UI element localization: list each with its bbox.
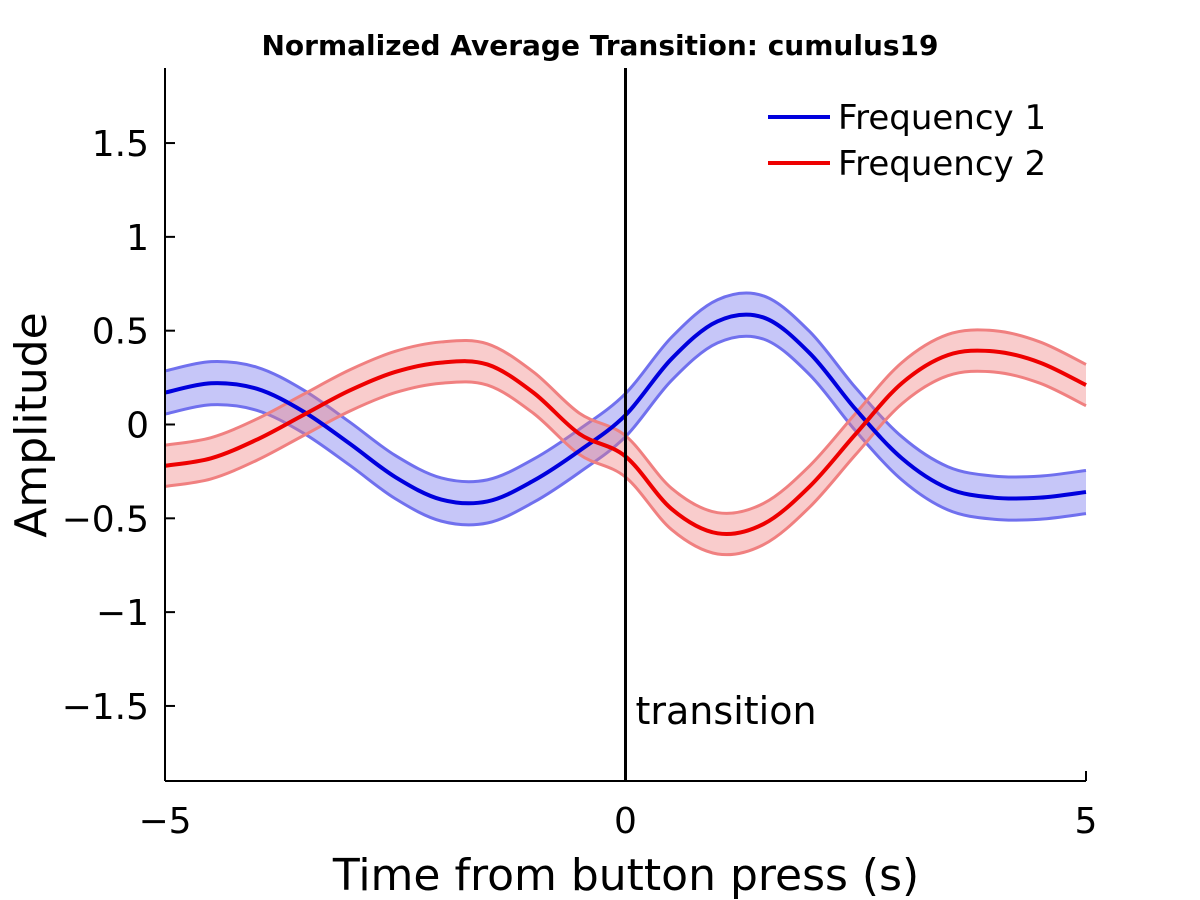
series-1-band-upper-edge [164,291,1087,484]
x-tick-label: 0 [614,801,637,842]
legend-label-1: Frequency 1 [838,98,1046,138]
series-1-line [164,312,1087,506]
x-tick-label: 5 [1075,801,1098,842]
series-2-band-upper-edge [164,328,1087,515]
y-axis-label: Amplitude [6,312,57,537]
series-2-line [164,348,1087,537]
y-tick-label: 0 [126,406,149,447]
y-tick-label: −1.5 [62,687,149,728]
transition-marker: transition [624,68,817,781]
x-tick-label: −5 [138,801,191,842]
y-tick-label: 1.5 [92,124,149,165]
legend-label-2: Frequency 2 [838,144,1046,184]
series-2-band-lower-edge [164,369,1087,557]
y-tick-label: 0.5 [92,312,149,353]
series-lines [164,312,1087,537]
series-1-band-lower-edge [164,334,1087,527]
y-tick-label: −1 [96,593,149,634]
x-axis-label: Time from button press (s) [332,850,919,900]
y-tick-label: −0.5 [62,499,149,540]
chart-title: Normalized Average Transition: cumulus19 [261,29,938,62]
legend: Frequency 1 Frequency 2 [768,98,1046,184]
y-tick-label: 1 [126,218,149,259]
transition-label: transition [636,689,817,733]
axes: −1.5 −1 −0.5 0 0.5 1 1.5 −5 0 5 [62,68,1098,842]
